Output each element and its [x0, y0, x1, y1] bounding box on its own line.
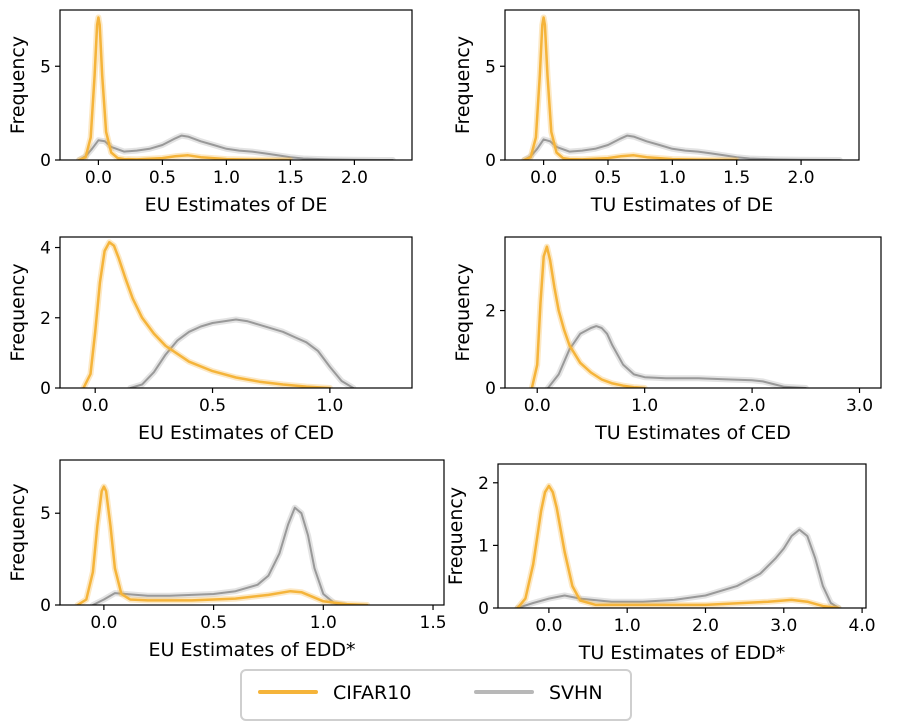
- panel-tu-de-xtick-label: 0.0: [530, 168, 557, 188]
- panel-eu-edd-xtick-label: 0.0: [90, 613, 117, 633]
- panel-tu-edd-ylabel: Frequency: [445, 487, 467, 585]
- panel-tu-edd-series-svhn: [516, 528, 840, 608]
- panel-eu-edd-ytick-label: 0: [40, 596, 51, 616]
- panel-eu-de-xtick-label: 1.5: [277, 168, 304, 188]
- panel-eu-edd-xtick-label: 0.5: [200, 613, 227, 633]
- panel-tu-ced-xtick-label: 3.0: [846, 396, 873, 416]
- panel-tu-edd: 0.0 1.0 2.0 3.0 4.0 0 1 2 TU Estimates of EDD* Fr…: [445, 463, 876, 664]
- panel-eu-de-xlabel: EU Estimates of DE: [145, 194, 328, 216]
- panel-tu-edd-plot-area: [514, 482, 842, 608]
- panel-eu-ced-ytick-label: 2: [40, 309, 51, 329]
- panel-eu-ced-ylabel: Frequency: [7, 263, 29, 361]
- panel-eu-de-xtick-label: 0.5: [149, 168, 176, 188]
- panel-tu-ced-ylabel: Frequency: [452, 263, 474, 361]
- panel-tu-edd-xtick-label: 2.0: [692, 616, 719, 636]
- panel-tu-edd-series-cifar10-halo: [514, 482, 842, 608]
- panel-eu-ced-plot-area: [80, 239, 357, 388]
- panel-eu-de-xtick-label: 2.0: [341, 168, 368, 188]
- panel-eu-de-xtick-label: 0.0: [85, 168, 112, 188]
- panel-tu-ced-xtick-label: 1.0: [631, 396, 658, 416]
- legend-label-cifar10: CIFAR10: [333, 682, 411, 704]
- panel-eu-edd-ylabel: Frequency: [7, 483, 29, 581]
- panel-tu-edd-xtick-label: 1.0: [614, 616, 641, 636]
- panel-eu-de-ytick-label: 0: [40, 151, 51, 171]
- panel-eu-de-plot-area: [76, 14, 396, 160]
- legend-frame: [240, 669, 632, 721]
- panel-eu-edd-xtick-label: 1.0: [310, 613, 337, 633]
- panel-eu-ced-series-svhn: [129, 318, 355, 388]
- panel-tu-ced-xtick-label: 0.0: [524, 396, 551, 416]
- panel-tu-de-ytick-label: 5: [485, 57, 496, 77]
- panel-tu-ced-ytick-label: 2: [485, 302, 496, 322]
- panel-eu-edd-xlabel: EU Estimates of EDD*: [149, 639, 356, 661]
- panel-tu-ced-xtick-label: 2.0: [739, 396, 766, 416]
- panel-eu-edd-ytick-label: 5: [40, 504, 51, 524]
- panel-eu-de-ylabel: Frequency: [7, 36, 29, 134]
- panel-eu-edd-series-svhn-halo: [89, 504, 349, 605]
- panel-eu-ced-xlabel: EU Estimates of CED: [138, 422, 334, 444]
- panel-eu-edd-series-svhn: [91, 506, 347, 605]
- panel-eu-edd-xtick-label: 1.5: [420, 613, 447, 633]
- panel-tu-ced-xlabel: TU Estimates of CED: [594, 422, 791, 444]
- panel-tu-de-xtick-label: 1.0: [659, 168, 686, 188]
- panel-tu-edd-ytick-label: 1: [478, 536, 489, 556]
- panel-tu-de-plot-area: [521, 14, 843, 160]
- panel-eu-de-frame: [59, 9, 413, 161]
- panel-tu-ced-series-cifar10: [530, 245, 646, 388]
- panel-tu-ced-frame: [504, 236, 882, 389]
- panel-eu-de: 0.0 0.5 1.0 1.5 2.0 0 5 EU Estimates of DE Frequ…: [7, 9, 413, 216]
- panel-eu-edd-series-cifar10: [76, 485, 369, 605]
- panel-tu-edd-ytick-label: 0: [478, 599, 489, 619]
- panel-tu-de: 0.0 0.5 1.0 1.5 2.0 0 5 TU Estimates of DE Frequ…: [452, 9, 860, 216]
- panel-eu-edd: 0.0 0.5 1.0 1.5 0 5 EU Estimates of EDD* Freque…: [7, 459, 447, 661]
- panel-tu-edd-xlabel: TU Estimates of EDD*: [578, 642, 786, 664]
- legend: CIFAR10 SVHN: [240, 669, 632, 721]
- panel-tu-edd-series-cifar10: [516, 484, 840, 608]
- panel-eu-edd-frame: [59, 459, 445, 606]
- panel-tu-ced-plot-area: [528, 243, 809, 388]
- panel-eu-ced-frame: [59, 236, 413, 389]
- panel-tu-de-xtick-label: 2.0: [788, 168, 815, 188]
- panel-tu-de-xtick-label: 0.5: [594, 168, 621, 188]
- panel-eu-ced-ytick-label: 4: [40, 239, 51, 259]
- panel-eu-edd-plot-area: [74, 483, 371, 605]
- panel-tu-edd-xtick-label: 4.0: [849, 616, 876, 636]
- panel-eu-de-series-svhn: [78, 134, 394, 160]
- panel-eu-ced-xtick-label: 1.0: [316, 396, 343, 416]
- panel-eu-de-xtick-label: 1.0: [213, 168, 240, 188]
- panel-eu-ced-ytick-label: 0: [40, 379, 51, 399]
- panel-tu-ced-series-svhn: [547, 325, 807, 388]
- panel-tu-de-xlabel: TU Estimates of DE: [590, 194, 773, 216]
- panel-tu-edd-xtick-label: 3.0: [770, 616, 797, 636]
- legend-label-svhn: SVHN: [549, 682, 603, 704]
- panel-tu-de-ylabel: Frequency: [452, 36, 474, 134]
- panel-tu-de-series-cifar10: [523, 16, 738, 160]
- panel-eu-ced-xtick-label: 0.5: [199, 396, 226, 416]
- panel-tu-de-frame: [504, 9, 860, 161]
- panel-tu-de-ytick-label: 0: [485, 151, 496, 171]
- panel-tu-de-series-svhn: [523, 134, 841, 160]
- panel-tu-edd-frame: [497, 463, 867, 609]
- panel-tu-edd-ytick-label: 2: [478, 474, 489, 494]
- panel-eu-de-ytick-label: 5: [40, 57, 51, 77]
- panel-tu-edd-xtick-label: 0.0: [535, 616, 562, 636]
- panel-tu-ced-ytick-label: 0: [485, 379, 496, 399]
- panel-tu-de-xtick-label: 1.5: [723, 168, 750, 188]
- panel-tu-ced: 0.0 1.0 2.0 3.0 0 2 TU Estimates of CED Frequen…: [452, 236, 882, 444]
- panel-eu-de-series-cifar10: [77, 16, 292, 160]
- panel-eu-ced-xtick-label: 0.0: [82, 396, 109, 416]
- panel-eu-ced: 0.0 0.5 1.0 0 2 4 EU Estimates of CED Frequency: [7, 236, 413, 444]
- panel-eu-ced-series-cifar10: [82, 241, 332, 388]
